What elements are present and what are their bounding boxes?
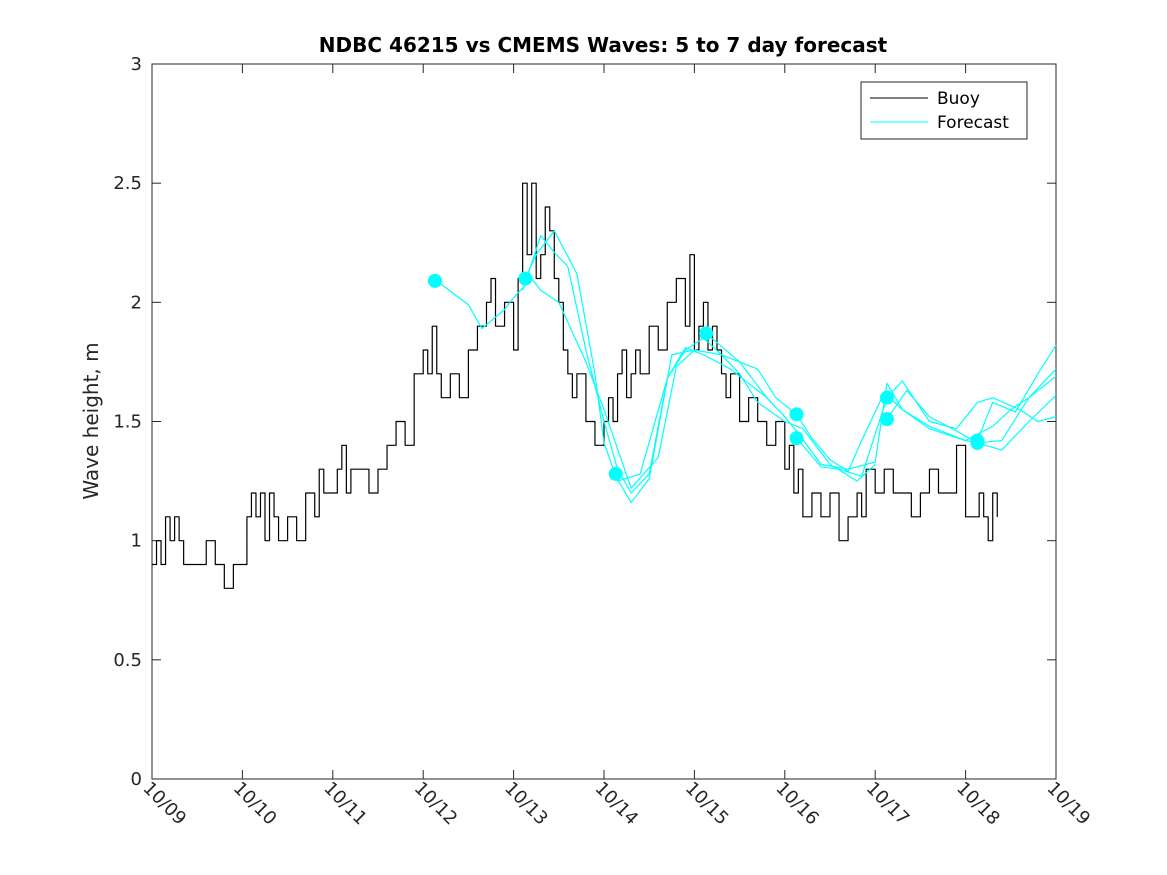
forecast-marker <box>608 466 623 481</box>
forecast-series-line <box>524 230 786 482</box>
forecast-series-line <box>886 375 1057 444</box>
forecast-series-line <box>522 235 876 494</box>
y-tick-label: 2 <box>131 292 142 313</box>
legend: Buoy Forecast <box>860 81 1028 140</box>
y-tick-label: 2.5 <box>113 173 142 194</box>
legend-box <box>860 81 1028 140</box>
y-tick-label: 1.5 <box>113 412 142 433</box>
forecast-marker <box>879 390 894 405</box>
forecast-marker <box>879 412 894 427</box>
y-tick-label: 0 <box>131 769 142 790</box>
buoy-series-line <box>152 182 998 589</box>
forecast-marker <box>518 271 533 286</box>
forecast-marker <box>970 435 985 450</box>
y-tick-label: 0.5 <box>113 650 142 671</box>
y-tick-label: 3 <box>131 54 142 75</box>
forecast-series-line <box>976 344 1057 441</box>
forecast-marker <box>789 407 804 422</box>
forecast-series-line <box>796 380 1057 477</box>
legend-label-forecast: Forecast <box>937 113 1009 133</box>
y-tick-label: 1 <box>131 531 142 552</box>
forecast-series-line <box>436 277 695 489</box>
forecast-series-line <box>615 349 1057 504</box>
forecast-marker <box>789 431 804 446</box>
y-axis-label: Wave height, m <box>79 342 103 499</box>
forecast-marker <box>427 273 442 288</box>
chart-title: NDBC 46215 vs CMEMS Waves: 5 to 7 day fo… <box>319 33 888 57</box>
legend-label-buoy: Buoy <box>937 89 980 109</box>
forecast-marker <box>699 326 714 341</box>
